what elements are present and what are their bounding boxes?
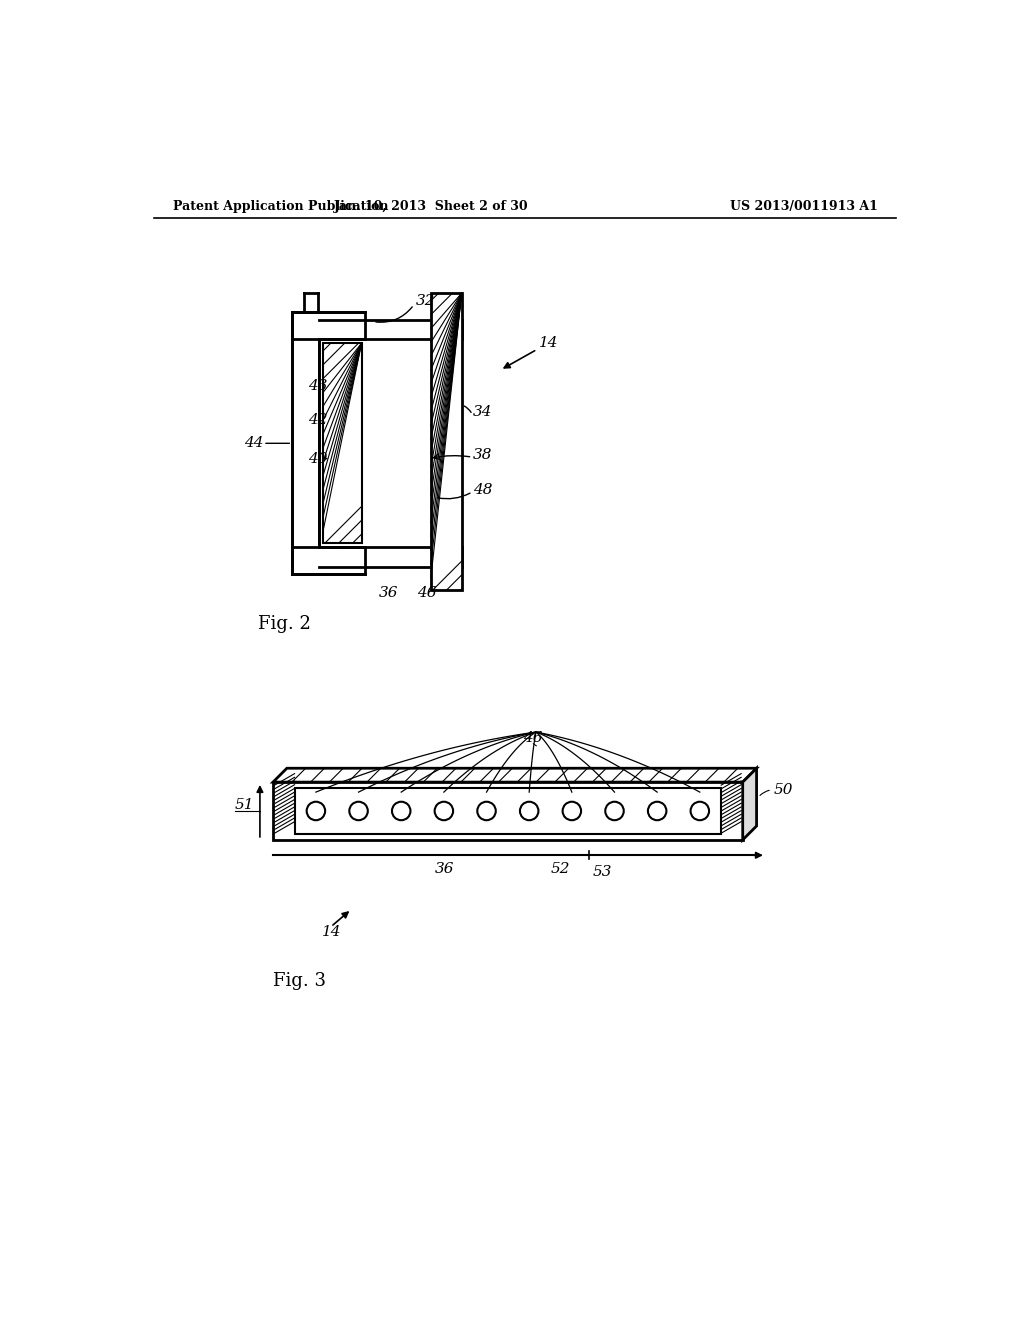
Circle shape (434, 801, 453, 820)
Text: 34: 34 (473, 405, 493, 420)
Text: 40: 40 (307, 451, 327, 466)
Polygon shape (273, 768, 757, 781)
Circle shape (520, 801, 539, 820)
Text: 50: 50 (773, 783, 793, 797)
Text: 44: 44 (245, 437, 264, 450)
Text: 52: 52 (550, 862, 569, 876)
Text: Fig. 2: Fig. 2 (258, 615, 310, 634)
Circle shape (690, 801, 709, 820)
Text: 48: 48 (473, 483, 493, 496)
Text: 43: 43 (307, 379, 327, 392)
Text: 51: 51 (234, 799, 254, 812)
Bar (292, 313, 319, 574)
Text: US 2013/0011913 A1: US 2013/0011913 A1 (729, 199, 878, 213)
Text: 36: 36 (379, 586, 398, 601)
Circle shape (306, 801, 326, 820)
Circle shape (349, 801, 368, 820)
Text: 46: 46 (523, 731, 543, 746)
Polygon shape (273, 781, 742, 840)
Text: 36: 36 (435, 862, 455, 876)
Text: 14: 14 (539, 337, 558, 350)
Text: 32: 32 (416, 294, 435, 308)
Text: Fig. 3: Fig. 3 (273, 972, 326, 990)
Bar (292, 548, 366, 574)
Circle shape (562, 801, 581, 820)
Text: 42: 42 (307, 413, 327, 428)
Text: 14: 14 (322, 925, 341, 940)
Bar (292, 313, 366, 339)
Text: 46: 46 (417, 586, 436, 601)
Polygon shape (742, 768, 757, 840)
Text: 38: 38 (473, 447, 493, 462)
Circle shape (392, 801, 411, 820)
Bar (323, 343, 361, 544)
Bar (295, 788, 721, 834)
Circle shape (477, 801, 496, 820)
Text: Jan. 10, 2013  Sheet 2 of 30: Jan. 10, 2013 Sheet 2 of 30 (334, 199, 528, 213)
Bar (431, 293, 462, 590)
Text: 53: 53 (593, 865, 612, 879)
Circle shape (648, 801, 667, 820)
Text: Patent Application Publication: Patent Application Publication (173, 199, 388, 213)
Circle shape (605, 801, 624, 820)
